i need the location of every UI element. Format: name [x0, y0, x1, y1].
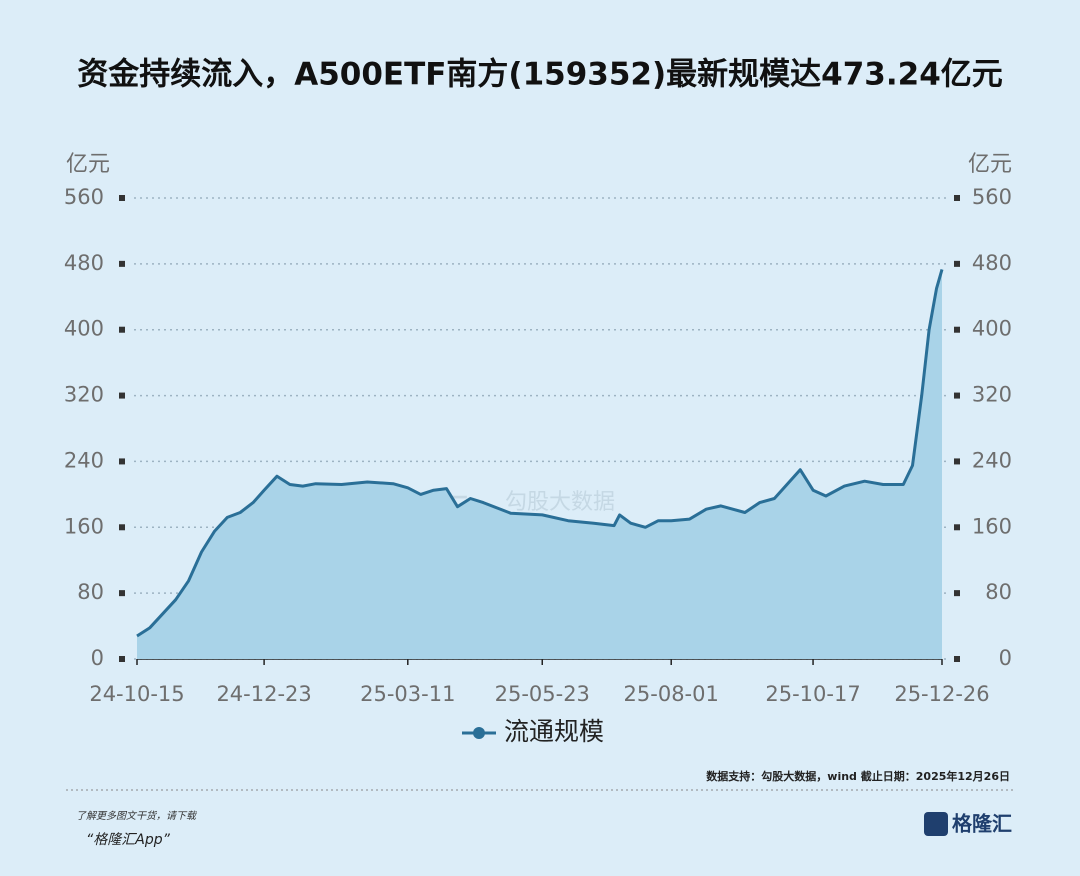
y2-tick-mark [954, 392, 960, 399]
y-tick-mark [119, 260, 125, 267]
y-tick-label: 560 [64, 185, 104, 209]
y-tick-label: 480 [64, 251, 104, 275]
y-tick-label: 320 [64, 383, 104, 407]
x-tick-label: 24-12-23 [216, 682, 311, 706]
y2-tick-mark [954, 260, 960, 267]
y-tick-mark [119, 326, 125, 333]
x-tick-label: 24-10-15 [89, 682, 184, 706]
y-tick-mark [119, 524, 125, 531]
x-tick-label: 25-08-01 [624, 682, 719, 706]
y-tick-label: 240 [64, 448, 104, 472]
y2-tick-mark [954, 590, 960, 597]
y-tick-label: 0 [91, 646, 104, 670]
y2-tick-mark [954, 458, 960, 465]
line [136, 268, 944, 638]
x-tick-label: 25-03-11 [360, 682, 455, 706]
footer-note: 了解更多图文干货，请下载 [76, 810, 198, 822]
y2-axis-label: 亿元 [968, 152, 1012, 177]
y-tick-label: 400 [64, 317, 104, 341]
area [137, 269, 942, 659]
y-tick-mark [119, 392, 125, 399]
y-tick-label: 160 [64, 514, 104, 538]
legend-marker [473, 727, 485, 739]
chart-title: 资金持续流入，A500ETF南方(159352)最新规模达473.24亿元 [77, 57, 1003, 93]
y2-tick-label: 560 [972, 185, 1012, 209]
x-tick-label: 25-12-26 [894, 682, 989, 706]
y2-tick-label: 0 [999, 646, 1012, 670]
y-tick-mark [119, 590, 125, 597]
logo: 格隆汇 [952, 812, 1012, 836]
y-tick-mark [119, 458, 125, 465]
y2-tick-mark [954, 326, 960, 333]
x-tick-label: 25-10-17 [765, 682, 860, 706]
y2-tick-label: 160 [972, 514, 1012, 538]
y-tick-label: 80 [77, 580, 104, 604]
y2-tick-label: 80 [985, 580, 1012, 604]
legend-label: 流通规模 [504, 717, 604, 746]
x-tick-label: 25-05-23 [495, 682, 590, 706]
y-tick-mark [119, 656, 125, 662]
y2-tick-mark [954, 195, 960, 201]
y2-tick-label: 480 [972, 251, 1012, 275]
y2-tick-label: 240 [972, 448, 1012, 472]
y2-tick-label: 320 [972, 383, 1012, 407]
y-tick-mark [119, 195, 125, 201]
footer-app: “格隆汇App” [86, 832, 171, 848]
logo-icon [924, 812, 948, 836]
y-axis-label: 亿元 [66, 152, 110, 177]
y2-tick-mark [954, 524, 960, 531]
watermark: 勾股大数据 [505, 490, 615, 515]
y2-tick-mark [954, 656, 960, 662]
source: 数据支持：勾股大数据，wind 截止日期：2025年12月26日 [706, 769, 1010, 783]
y2-tick-label: 400 [972, 317, 1012, 341]
